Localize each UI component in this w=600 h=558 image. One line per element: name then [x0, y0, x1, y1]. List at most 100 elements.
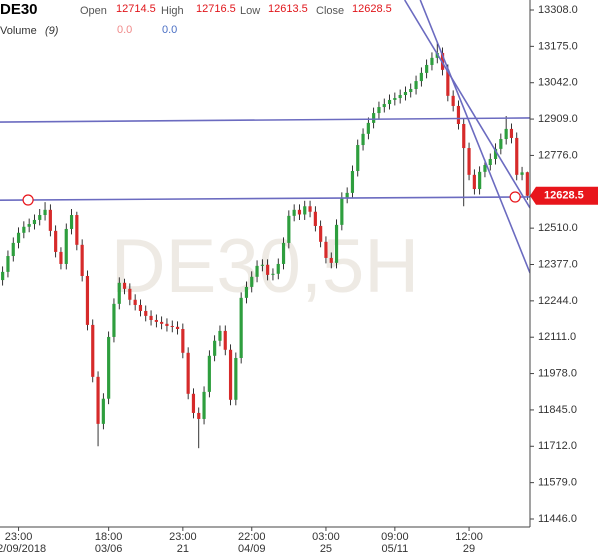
- price-tag: [530, 186, 598, 205]
- open-label: Open: [80, 5, 107, 17]
- candle-body: [197, 412, 201, 419]
- x-tick-label: 21: [177, 543, 189, 555]
- candle-body: [27, 224, 31, 227]
- candle-body: [382, 104, 386, 108]
- candle-body: [287, 215, 291, 243]
- candle-body: [488, 158, 492, 165]
- candle-body: [69, 215, 74, 229]
- candle-body: [271, 273, 275, 275]
- candle-body: [223, 330, 227, 350]
- header: DE30 Open 12714.5 High 12716.5 Low 12613…: [0, 1, 392, 37]
- x-tick-label: 23:00: [5, 531, 33, 543]
- candle-body: [181, 329, 185, 353]
- candle-body: [509, 128, 514, 138]
- candle-body: [234, 357, 238, 400]
- volume-value: 0.0: [162, 24, 177, 36]
- candle-body: [520, 172, 524, 175]
- candle-body: [16, 232, 21, 243]
- candle-body: [170, 326, 174, 328]
- candle-body: [499, 139, 503, 149]
- candle-body: [319, 225, 323, 242]
- candle-body: [446, 69, 450, 96]
- candle-body: [1, 271, 5, 281]
- y-tick-label: 12111.0: [538, 331, 576, 343]
- candle-body: [483, 164, 487, 172]
- candle-body: [165, 323, 169, 327]
- candle-body: [340, 197, 344, 225]
- candle-body: [515, 137, 519, 175]
- candle-body: [350, 171, 355, 193]
- candle-body: [414, 81, 418, 90]
- candle-body: [228, 349, 233, 400]
- candle-body: [207, 355, 211, 392]
- candle-body: [54, 230, 58, 252]
- candle-body: [239, 297, 243, 358]
- y-tick-label: 11712.0: [538, 440, 577, 452]
- volume-value: 0.0: [117, 24, 132, 36]
- candle-body: [467, 148, 471, 175]
- candle-body: [292, 209, 296, 216]
- candle-body: [11, 242, 15, 257]
- candle-body: [186, 352, 190, 394]
- x-tick-label: 22:00: [238, 531, 266, 543]
- close-value: 12628.5: [352, 3, 392, 15]
- candle-body: [255, 265, 259, 277]
- trendline: [419, 0, 530, 274]
- plot-area: [0, 0, 530, 449]
- watermark: DE30,5H: [111, 224, 419, 309]
- candle-body: [356, 145, 360, 172]
- candle-body: [345, 192, 349, 198]
- trendline-handle: [22, 194, 34, 206]
- candle-body: [266, 264, 270, 275]
- candle-body: [456, 105, 461, 124]
- y-tick-label: 12377.0: [538, 258, 578, 270]
- x-tick-label: 03/06: [95, 543, 123, 555]
- high-value: 12716.5: [196, 3, 236, 15]
- candle-body: [329, 257, 333, 263]
- candle-body: [202, 391, 206, 419]
- candle-body: [398, 95, 402, 99]
- x-tick-label: 25: [320, 543, 332, 555]
- candle-body: [425, 64, 429, 73]
- candle-body: [133, 299, 137, 305]
- candle-body: [75, 215, 79, 245]
- axes: 13308.0 13175.0 13042.0 12909.0 12776.0 12510…: [0, 4, 598, 555]
- candle-body: [244, 286, 249, 298]
- y-tick-label: 12909.0: [538, 113, 578, 125]
- candle-body: [213, 340, 217, 356]
- trendline: [404, 0, 530, 209]
- symbol: DE30: [0, 1, 38, 18]
- y-tick-label: 13308.0: [538, 4, 578, 16]
- y-tick-label: 11978.0: [538, 367, 577, 379]
- x-tick-label: 05/11: [381, 543, 408, 555]
- candle-body: [122, 282, 127, 289]
- high-label: High: [161, 5, 184, 17]
- volume-period: (9): [45, 25, 59, 37]
- y-tick-label: 12510.0: [538, 222, 578, 234]
- candle-body: [85, 275, 90, 325]
- candle-body: [493, 148, 498, 159]
- candle-body: [144, 310, 148, 316]
- candle-body: [361, 133, 365, 146]
- candle-body: [154, 319, 158, 322]
- trendline: [0, 117, 530, 123]
- low-label: Low: [240, 5, 260, 17]
- candle-body: [334, 224, 339, 263]
- y-tick-label: 13042.0: [538, 77, 578, 89]
- candle-body: [276, 263, 280, 274]
- candle-body: [80, 244, 84, 276]
- candle-body: [32, 219, 37, 225]
- candle-body: [64, 228, 68, 264]
- x-tick-label: 09:00: [381, 531, 409, 543]
- candle-body: [409, 89, 413, 93]
- candle-body: [419, 72, 423, 82]
- y-tick-label: 11845.0: [538, 404, 577, 416]
- candle-body: [525, 172, 529, 196]
- candle-body: [128, 288, 132, 300]
- x-tick-label: 02/09/2018: [0, 543, 46, 555]
- x-tick-label: 23:00: [169, 531, 197, 543]
- candle-body: [281, 242, 286, 264]
- price-tag-label: 12628.5: [544, 190, 584, 202]
